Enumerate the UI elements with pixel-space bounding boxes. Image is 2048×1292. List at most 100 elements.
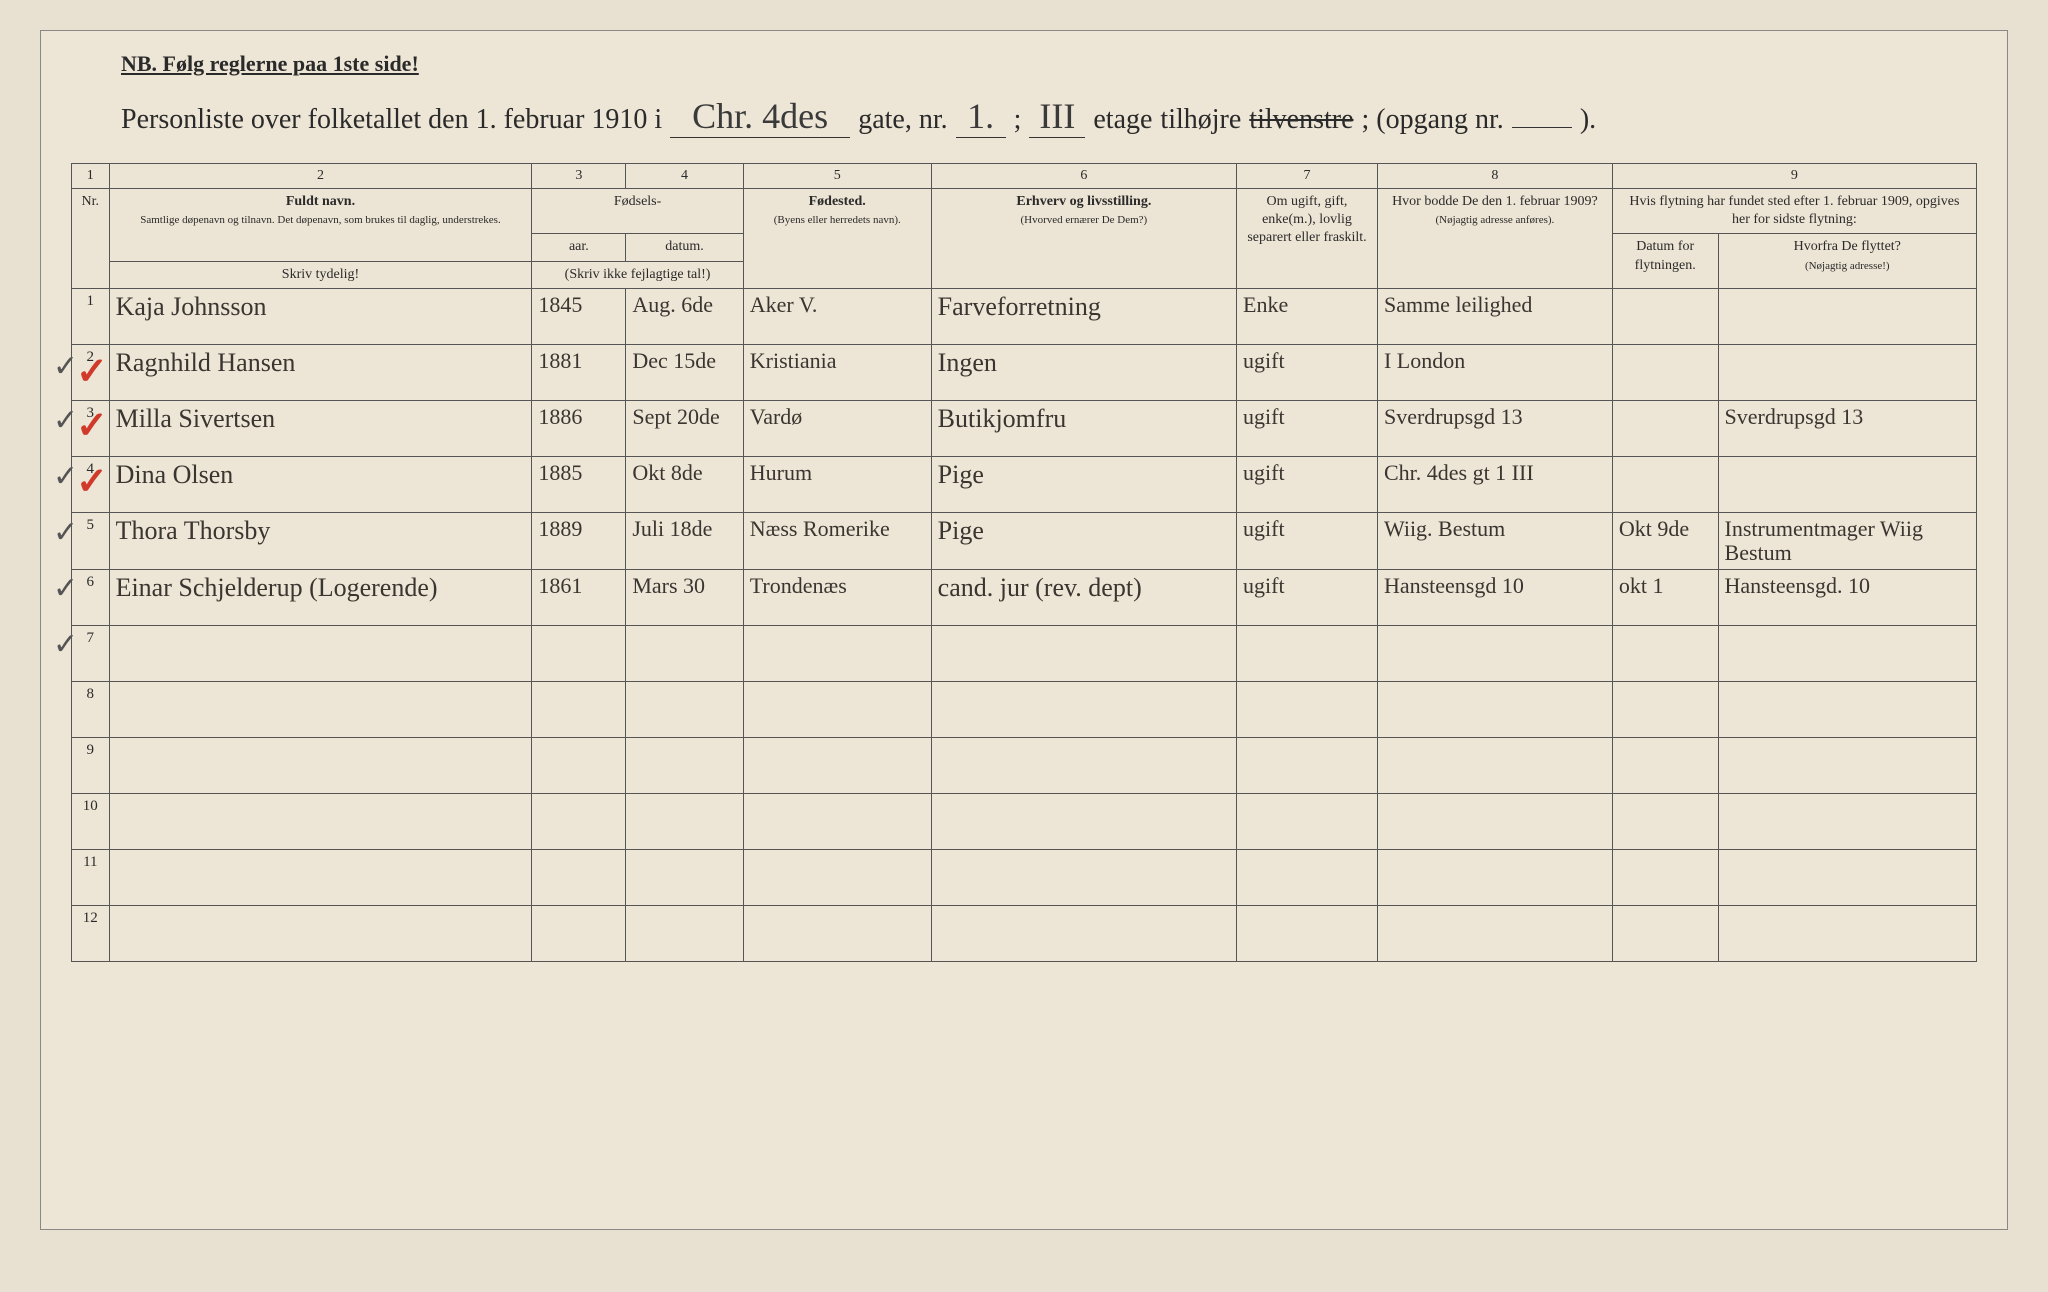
cell-empty xyxy=(109,626,532,682)
table-row-empty: 9 xyxy=(72,738,1977,794)
cell-status: ugift xyxy=(1237,344,1378,400)
colnum-4: 4 xyxy=(626,164,743,189)
cell-empty xyxy=(109,794,532,850)
hdr-nr: Nr. xyxy=(72,189,110,289)
floor-number: III xyxy=(1029,95,1085,138)
hdr-hvorbodde-title: Hvor bodde De den 1. februar 1909? xyxy=(1392,194,1598,209)
cell-date: Mars 30 xyxy=(626,570,743,626)
hdr-name-title: Fuldt navn. xyxy=(286,194,355,209)
cell-empty xyxy=(1612,738,1718,794)
cell-empty xyxy=(532,738,626,794)
hdr-name-sub: Samtlige døpenavn og tilnavn. Det døpena… xyxy=(116,213,526,227)
cell-address-1909: I London xyxy=(1377,344,1612,400)
census-form-page: NB. Følg reglerne paa 1ste side! Personl… xyxy=(40,30,2008,1230)
hdr-fodested: Fødested. (Byens eller herredets navn). xyxy=(743,189,931,289)
colnum-5: 5 xyxy=(743,164,931,189)
table-row-empty: 12 xyxy=(72,906,1977,962)
semicolon: ; xyxy=(1014,104,1022,136)
cell-empty xyxy=(931,794,1236,850)
cell-address-1909: Hansteensgd 10 xyxy=(1377,570,1612,626)
cell-empty xyxy=(1612,906,1718,962)
hdr-hvorfra-title: Hvorfra De flyttet? xyxy=(1794,239,1901,254)
cell-name: Kaja Johnsson xyxy=(109,288,532,344)
cell-empty xyxy=(1237,850,1378,906)
cell-occupation: cand. jur (rev. dept) xyxy=(931,570,1236,626)
cell-year: 1889 xyxy=(532,512,626,569)
cell-empty xyxy=(931,682,1236,738)
cell-empty xyxy=(1237,906,1378,962)
check-mark-3: ✓ xyxy=(53,459,78,494)
cell-empty xyxy=(626,626,743,682)
header-row-1: Nr. Fuldt navn. Samtlige døpenavn og til… xyxy=(72,189,1977,234)
cell-birthplace: Næss Romerike xyxy=(743,512,931,569)
cell-date: Aug. 6de xyxy=(626,288,743,344)
table-row-empty: 10 xyxy=(72,794,1977,850)
hdr-hvorfra-sub: (Nøjagtig adresse!) xyxy=(1725,259,1970,273)
cell-status: Enke xyxy=(1237,288,1378,344)
cell-empty xyxy=(532,906,626,962)
cell-date: Dec 15de xyxy=(626,344,743,400)
hdr-fodested-sub: (Byens eller herredets navn). xyxy=(750,213,925,227)
cell-empty xyxy=(1718,626,1976,682)
hdr-erhverv-title: Erhverv og livsstilling. xyxy=(1016,194,1151,209)
cell-empty xyxy=(1612,850,1718,906)
label-etage: etage xyxy=(1093,104,1152,136)
title-prefix: Personliste over folketallet den 1. febr… xyxy=(121,104,662,136)
hdr-flytning: Hvis flytning har fundet sted efter 1. f… xyxy=(1612,189,1976,234)
cell-date: Sept 20de xyxy=(626,400,743,456)
label-gate: gate, nr. xyxy=(858,104,947,136)
cell-empty xyxy=(1718,906,1976,962)
hdr-fodested-title: Fødested. xyxy=(809,194,866,209)
cell-move-date xyxy=(1612,456,1718,512)
cell-empty xyxy=(109,738,532,794)
cell-occupation: Pige xyxy=(931,456,1236,512)
cell-empty xyxy=(532,794,626,850)
table-row: 1Kaja Johnsson1845Aug. 6deAker V.Farvefo… xyxy=(72,288,1977,344)
row-number: 10 xyxy=(72,794,110,850)
cell-name: Milla Sivertsen xyxy=(109,400,532,456)
cell-date: Juli 18de xyxy=(626,512,743,569)
cell-empty xyxy=(931,850,1236,906)
row-number: 8 xyxy=(72,682,110,738)
cell-address-1909: Wiig. Bestum xyxy=(1377,512,1612,569)
cell-empty xyxy=(532,626,626,682)
cell-empty xyxy=(1612,794,1718,850)
label-opgang: ; (opgang nr. xyxy=(1362,104,1504,136)
cell-move-date xyxy=(1612,400,1718,456)
census-table: 1 2 3 4 5 6 7 8 9 Nr. Fuldt navn. Samtli… xyxy=(71,163,1977,962)
cell-birthplace: Hurum xyxy=(743,456,931,512)
table-row: 5Thora Thorsby1889Juli 18deNæss Romerike… xyxy=(72,512,1977,569)
cell-name: Ragnhild Hansen xyxy=(109,344,532,400)
check-mark-2: ✓ xyxy=(53,403,78,438)
hdr-aar-sub: (Skriv ikke fejlagtige tal!) xyxy=(532,261,743,288)
cell-name: Einar Schjelderup (Logerende) xyxy=(109,570,532,626)
cell-empty xyxy=(626,738,743,794)
table-row-empty: 11 xyxy=(72,850,1977,906)
colnum-7: 7 xyxy=(1237,164,1378,189)
hdr-aar: aar. xyxy=(532,234,626,261)
cell-empty xyxy=(743,682,931,738)
cell-empty xyxy=(532,682,626,738)
cell-empty xyxy=(626,906,743,962)
cell-name: Thora Thorsby xyxy=(109,512,532,569)
cell-birthplace: Aker V. xyxy=(743,288,931,344)
cell-empty xyxy=(1237,682,1378,738)
colnum-9: 9 xyxy=(1612,164,1976,189)
cell-empty xyxy=(1718,850,1976,906)
row-number: 11 xyxy=(72,850,110,906)
cell-empty xyxy=(743,738,931,794)
red-mark-1: ✓ xyxy=(76,349,108,394)
cell-move-from xyxy=(1718,456,1976,512)
cell-status: ugift xyxy=(1237,570,1378,626)
cell-empty xyxy=(931,626,1236,682)
colnum-8: 8 xyxy=(1377,164,1612,189)
house-number: 1. xyxy=(956,95,1006,138)
cell-year: 1861 xyxy=(532,570,626,626)
cell-empty xyxy=(1377,850,1612,906)
cell-empty xyxy=(1237,738,1378,794)
cell-year: 1881 xyxy=(532,344,626,400)
cell-empty xyxy=(532,850,626,906)
cell-empty xyxy=(109,682,532,738)
cell-occupation: Butikjomfru xyxy=(931,400,1236,456)
red-mark-3: ✓ xyxy=(76,459,108,504)
